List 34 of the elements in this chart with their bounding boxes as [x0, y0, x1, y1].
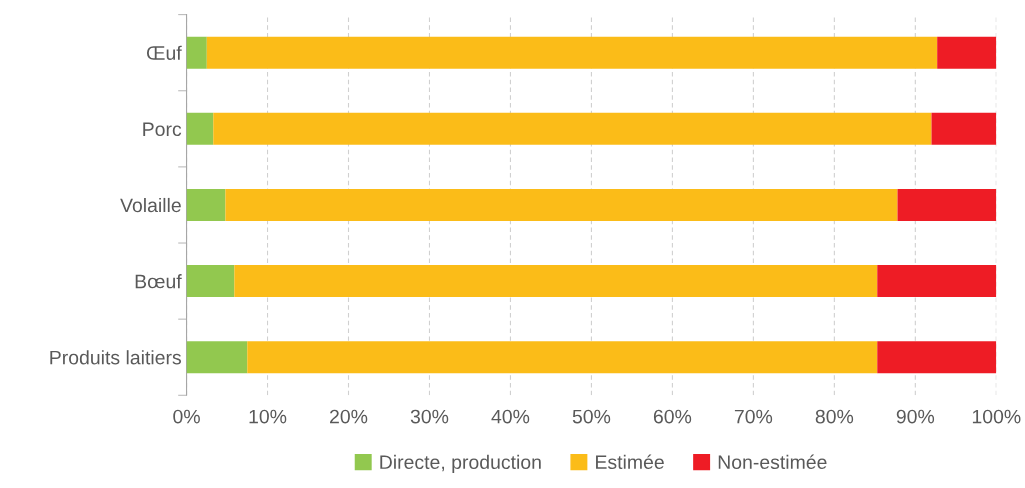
x-tick-label: 100%	[972, 409, 1021, 424]
y-tick-label: Porc	[143, 122, 182, 137]
bar	[897, 188, 997, 221]
bar	[206, 36, 938, 69]
x-tick-label: 40%	[491, 409, 530, 424]
y-tick-label: Produits laitiers	[50, 350, 181, 365]
bar	[213, 112, 932, 145]
legend-label: Non-estimée	[718, 454, 827, 470]
x-tick-label: 30%	[410, 409, 449, 424]
bar	[186, 36, 207, 69]
x-tick-label: 90%	[896, 409, 935, 424]
bar	[186, 265, 235, 298]
y-tick-label: Bœuf	[135, 274, 182, 289]
bar	[247, 341, 878, 374]
x-tick-label: 70%	[734, 409, 773, 424]
bar	[234, 265, 878, 298]
bar	[225, 188, 898, 221]
y-tick-label: Volaille	[120, 197, 181, 213]
legend-label: Directe, production	[380, 454, 541, 473]
bar	[877, 341, 997, 374]
bar	[877, 265, 997, 298]
x-tick-label: 80%	[815, 409, 854, 424]
bar	[931, 112, 997, 145]
y-tick-label: Œuf	[146, 45, 182, 60]
x-tick-label: 20%	[330, 409, 368, 424]
x-tick-label: 60%	[653, 409, 692, 424]
x-tick-label: 10%	[249, 409, 287, 424]
bar	[186, 341, 248, 374]
bar	[186, 112, 214, 145]
legend-label: Estimée	[596, 454, 664, 470]
x-tick-label: 50%	[572, 409, 611, 424]
bar	[186, 188, 226, 221]
bar	[937, 36, 997, 69]
x-tick-label: 0%	[173, 409, 200, 424]
